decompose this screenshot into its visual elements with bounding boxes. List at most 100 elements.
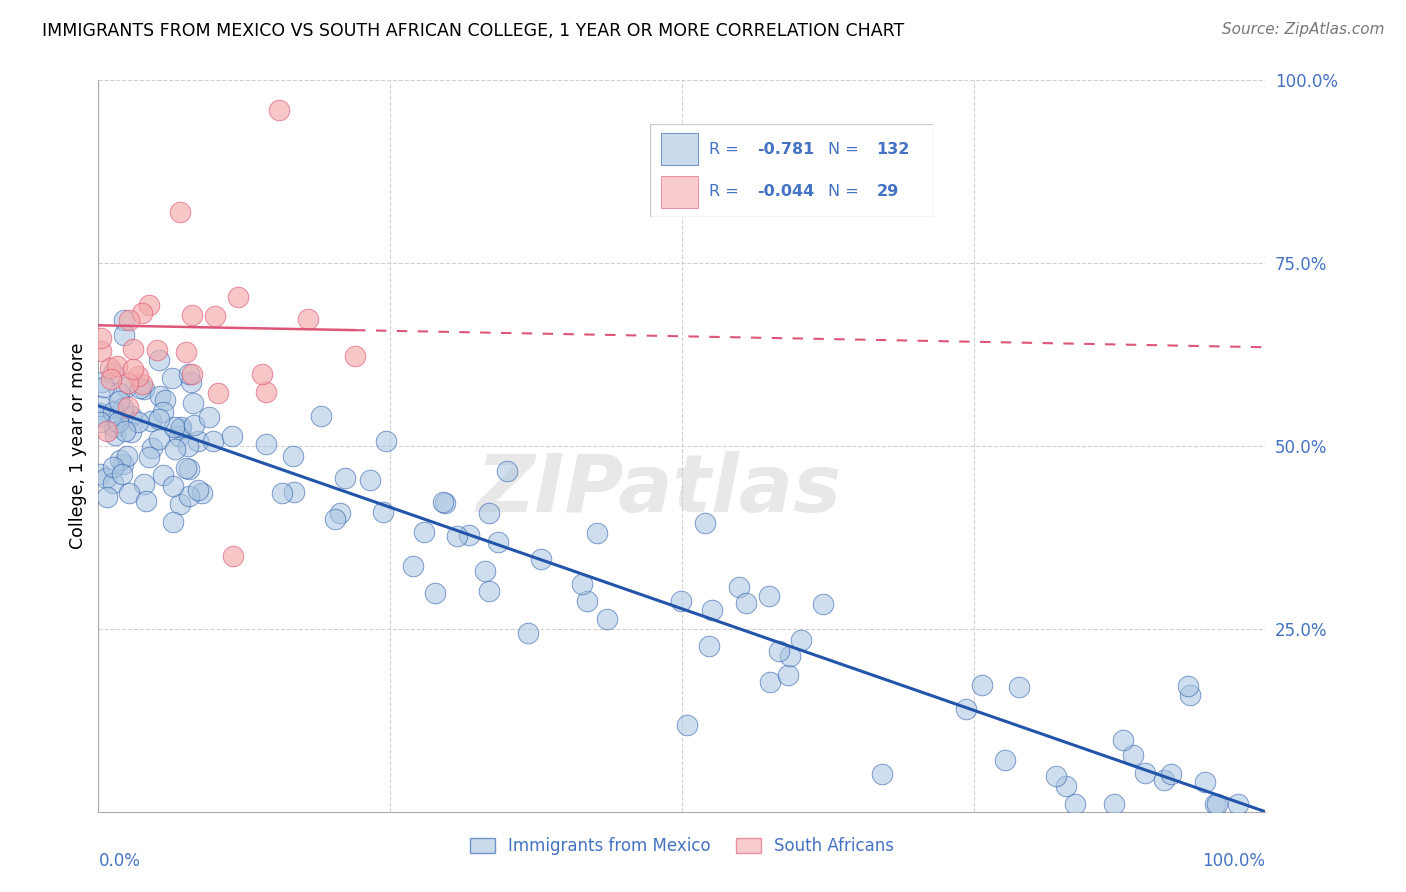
Point: [169, 497, 191, 511]
Point: [129, 381, 152, 395]
Point: [122, 342, 145, 356]
Point: [221, 429, 243, 443]
Y-axis label: College, 1 year or more: College, 1 year or more: [69, 343, 87, 549]
Point: [117, 376, 139, 390]
Point: [122, 361, 145, 376]
Text: N =: N =: [828, 142, 859, 157]
Point: [446, 529, 468, 543]
Point: [118, 312, 141, 326]
Point: [702, 603, 724, 617]
Text: IMMIGRANTS FROM MEXICO VS SOUTH AFRICAN COLLEGE, 1 YEAR OR MORE CORRELATION CHAR: IMMIGRANTS FROM MEXICO VS SOUTH AFRICAN …: [42, 22, 904, 40]
Point: [402, 558, 425, 573]
Point: [1054, 779, 1077, 793]
Point: [433, 496, 456, 510]
Point: [323, 512, 346, 526]
Point: [1160, 766, 1182, 780]
Point: [994, 753, 1017, 767]
Point: [103, 405, 125, 419]
Point: [89, 406, 111, 420]
Point: [191, 485, 214, 500]
Point: [96, 490, 118, 504]
Point: [811, 597, 834, 611]
Text: N =: N =: [828, 185, 859, 200]
Point: [127, 415, 149, 429]
Point: [103, 419, 125, 434]
Point: [138, 450, 160, 465]
Point: [329, 506, 352, 520]
Point: [1133, 766, 1156, 780]
Point: [170, 420, 193, 434]
Text: 0.0%: 0.0%: [98, 852, 141, 870]
Point: [174, 345, 197, 359]
Point: [120, 409, 142, 423]
Point: [152, 468, 174, 483]
Point: [107, 359, 129, 373]
Point: [108, 453, 131, 467]
Point: [187, 434, 209, 448]
Point: [169, 422, 191, 436]
Point: [162, 515, 184, 529]
Point: [575, 594, 598, 608]
Point: [375, 434, 398, 449]
Point: [181, 396, 204, 410]
Point: [112, 313, 135, 327]
Point: [676, 718, 699, 732]
Point: [768, 644, 790, 658]
Point: [1064, 797, 1087, 812]
Point: [112, 408, 135, 422]
Point: [90, 331, 112, 345]
Point: [165, 442, 187, 456]
Point: [114, 424, 136, 438]
Text: ZIPatlas: ZIPatlas: [477, 450, 841, 529]
Point: [530, 552, 553, 566]
Point: [90, 376, 112, 390]
Point: [132, 382, 155, 396]
Point: [89, 415, 111, 429]
Point: [180, 308, 202, 322]
Point: [111, 458, 134, 472]
Point: [183, 418, 205, 433]
Point: [146, 343, 169, 358]
Point: [139, 414, 162, 428]
Point: [486, 535, 509, 549]
Point: [1122, 748, 1144, 763]
Point: [177, 461, 200, 475]
Point: [89, 467, 111, 481]
Point: [495, 464, 517, 478]
Point: [693, 516, 716, 531]
Point: [141, 442, 163, 456]
Point: [728, 580, 751, 594]
Text: 29: 29: [876, 185, 898, 200]
Text: R =: R =: [709, 185, 740, 200]
Point: [870, 766, 893, 780]
Point: [207, 386, 229, 401]
Point: [169, 429, 191, 443]
Point: [148, 412, 170, 426]
Point: [160, 371, 183, 385]
Point: [198, 409, 221, 424]
Point: [1112, 733, 1135, 747]
Point: [90, 399, 112, 413]
FancyBboxPatch shape: [661, 134, 697, 165]
Point: [697, 640, 720, 654]
Point: [1226, 797, 1249, 812]
Point: [138, 298, 160, 312]
Point: [1177, 680, 1199, 694]
Point: [955, 701, 977, 715]
Point: [131, 306, 153, 320]
Point: [1205, 797, 1227, 812]
Point: [254, 385, 277, 400]
Point: [586, 526, 609, 541]
Point: [413, 525, 436, 540]
Point: [104, 428, 127, 442]
Point: [204, 309, 226, 323]
Point: [149, 389, 172, 403]
Point: [1102, 797, 1125, 812]
Point: [1008, 680, 1031, 694]
Point: [254, 436, 277, 450]
Point: [179, 490, 201, 504]
Point: [152, 405, 174, 419]
FancyBboxPatch shape: [661, 176, 697, 208]
Point: [1204, 797, 1226, 812]
Point: [103, 366, 125, 380]
